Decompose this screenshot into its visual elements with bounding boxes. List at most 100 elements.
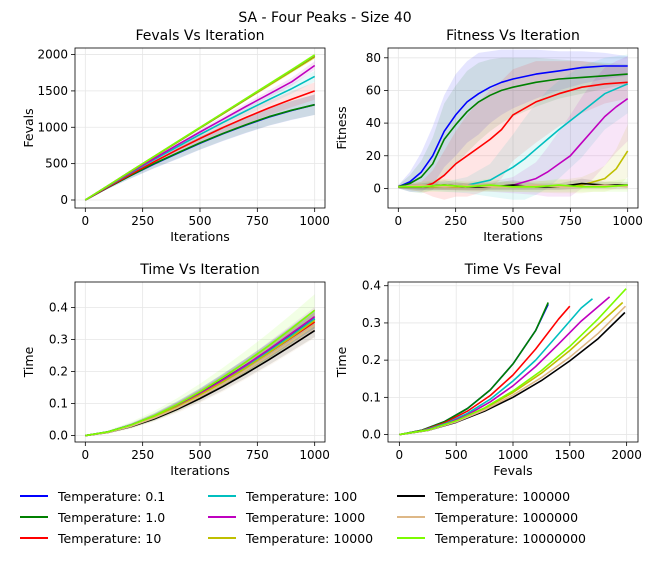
y-tick-label: 0.0 [49,429,68,443]
legend-label: Temperature: 100 [246,488,358,504]
chart-panel-1: 0 250 500 750 1000 0 500 1000 1500 2000 Fevals Vs … [21,28,330,244]
legend-swatch [208,516,236,518]
y-tick-label: 0.2 [49,365,68,379]
series-line [399,298,594,436]
figure-suptitle: SA - Four Peaks - Size 40 [238,10,411,26]
series-line [85,309,316,437]
x-tick-label: 250 [444,214,467,228]
legend-swatch [20,537,48,539]
legend-item: Temperature: 1.0 [20,507,165,527]
chart-panel-2: 0 250 500 750 1000 0 20 40 60 80 Fitness Vs Iterat… [334,28,643,244]
series-line [397,65,628,188]
legend-label: Temperature: 10000000 [435,530,586,546]
chart-title: Fevals Vs Iteration [135,28,264,44]
series-band [398,56,628,197]
series-line [398,184,628,188]
legend-label: Temperature: 100000 [435,488,571,504]
legend-swatch [20,495,48,497]
series-line [398,81,628,188]
legend-item: Temperature: 1000 [208,507,365,527]
chart-panel-3: 0 250 500 750 1000 0.0 0.1 0.2 0.3 0.4 Time Vs Ite… [21,262,330,478]
x-tick-label: 2000 [611,448,642,462]
plot-area [397,49,629,200]
legend-label: Temperature: 1000 [246,509,366,525]
plot-area [399,288,627,436]
legend-label: Temperature: 10000 [246,530,374,546]
y-tick-label: 1000 [37,120,68,134]
y-axis-label: Fitness [334,106,349,149]
x-tick-label: 1000 [299,214,330,228]
x-tick-label: 500 [445,448,468,462]
x-tick-label: 0 [82,448,90,462]
x-tick-label: 500 [189,214,212,228]
y-tick-label: 80 [366,51,381,65]
x-tick-label: 500 [502,214,525,228]
chart-panel-4: 0 500 1000 1500 2000 0.0 0.1 0.2 0.3 0.4 Time Vs F… [334,262,642,478]
legend-item: Temperature: 1000000 [397,507,578,527]
x-axis-label: Fevals [493,463,532,478]
y-axis-label: Fevals [21,108,36,147]
chart-title: Time Vs Iteration [139,262,259,278]
legend-swatch [397,537,425,539]
legend-item: Temperature: 10000000 [397,528,586,548]
x-tick-label: 0 [396,448,404,462]
series-band [398,57,628,194]
y-tick-label: 0.3 [49,333,68,347]
x-tick-label: 250 [131,448,154,462]
series-line [399,301,624,436]
x-axis-label: Iterations [483,229,543,244]
chart-title: Time Vs Feval [464,262,562,278]
legend-item: Temperature: 10 [20,528,161,548]
x-tick-label: 1500 [555,448,586,462]
series-line [85,324,316,437]
series-line [399,288,627,436]
plot-area [84,53,316,201]
y-tick-label: 1500 [37,84,68,98]
chart-title: Fitness Vs Iteration [446,28,580,44]
x-tick-label: 0 [82,214,90,228]
y-tick-label: 0 [373,181,381,195]
y-tick-label: 0 [60,193,68,207]
y-tick-label: 20 [366,149,381,163]
y-axis-label: Time [21,346,36,378]
series-band [85,82,315,200]
y-tick-label: 0.4 [362,279,381,293]
y-tick-label: 2000 [37,48,68,62]
legend-swatch [208,537,236,539]
legend-label: Temperature: 1000000 [435,509,579,525]
legend-label: Temperature: 10 [58,530,162,546]
legend-swatch [397,495,425,497]
legend-item: Temperature: 100000 [397,486,570,506]
x-axis-label: Iterations [170,229,230,244]
series-line [84,90,315,201]
series-line [399,296,611,436]
y-tick-label: 500 [45,157,68,171]
x-tick-label: 750 [559,214,582,228]
y-tick-label: 0.1 [49,397,68,411]
legend-label: Temperature: 1.0 [58,509,166,525]
legend-item: Temperature: 10000 [208,528,373,548]
x-tick-label: 750 [246,448,269,462]
x-tick-label: 0 [395,214,403,228]
legend-swatch [397,516,425,518]
x-tick-label: 250 [131,214,154,228]
x-tick-label: 1000 [612,214,643,228]
y-tick-label: 0.4 [49,301,68,315]
legend-swatch [208,495,236,497]
x-tick-label: 1000 [498,448,529,462]
y-tick-label: 60 [366,83,381,97]
y-tick-label: 40 [366,116,381,130]
y-axis-label: Time [334,346,349,378]
y-tick-label: 0.2 [362,353,381,367]
y-tick-label: 0.1 [362,390,381,404]
series-band [398,61,628,200]
plot-area [85,294,316,437]
legend-swatch [20,516,48,518]
y-tick-label: 0.0 [362,428,381,442]
x-axis-label: Iterations [170,463,230,478]
legend-item: Temperature: 0.1 [20,486,165,506]
x-tick-label: 750 [246,214,269,228]
x-tick-label: 1000 [299,448,330,462]
